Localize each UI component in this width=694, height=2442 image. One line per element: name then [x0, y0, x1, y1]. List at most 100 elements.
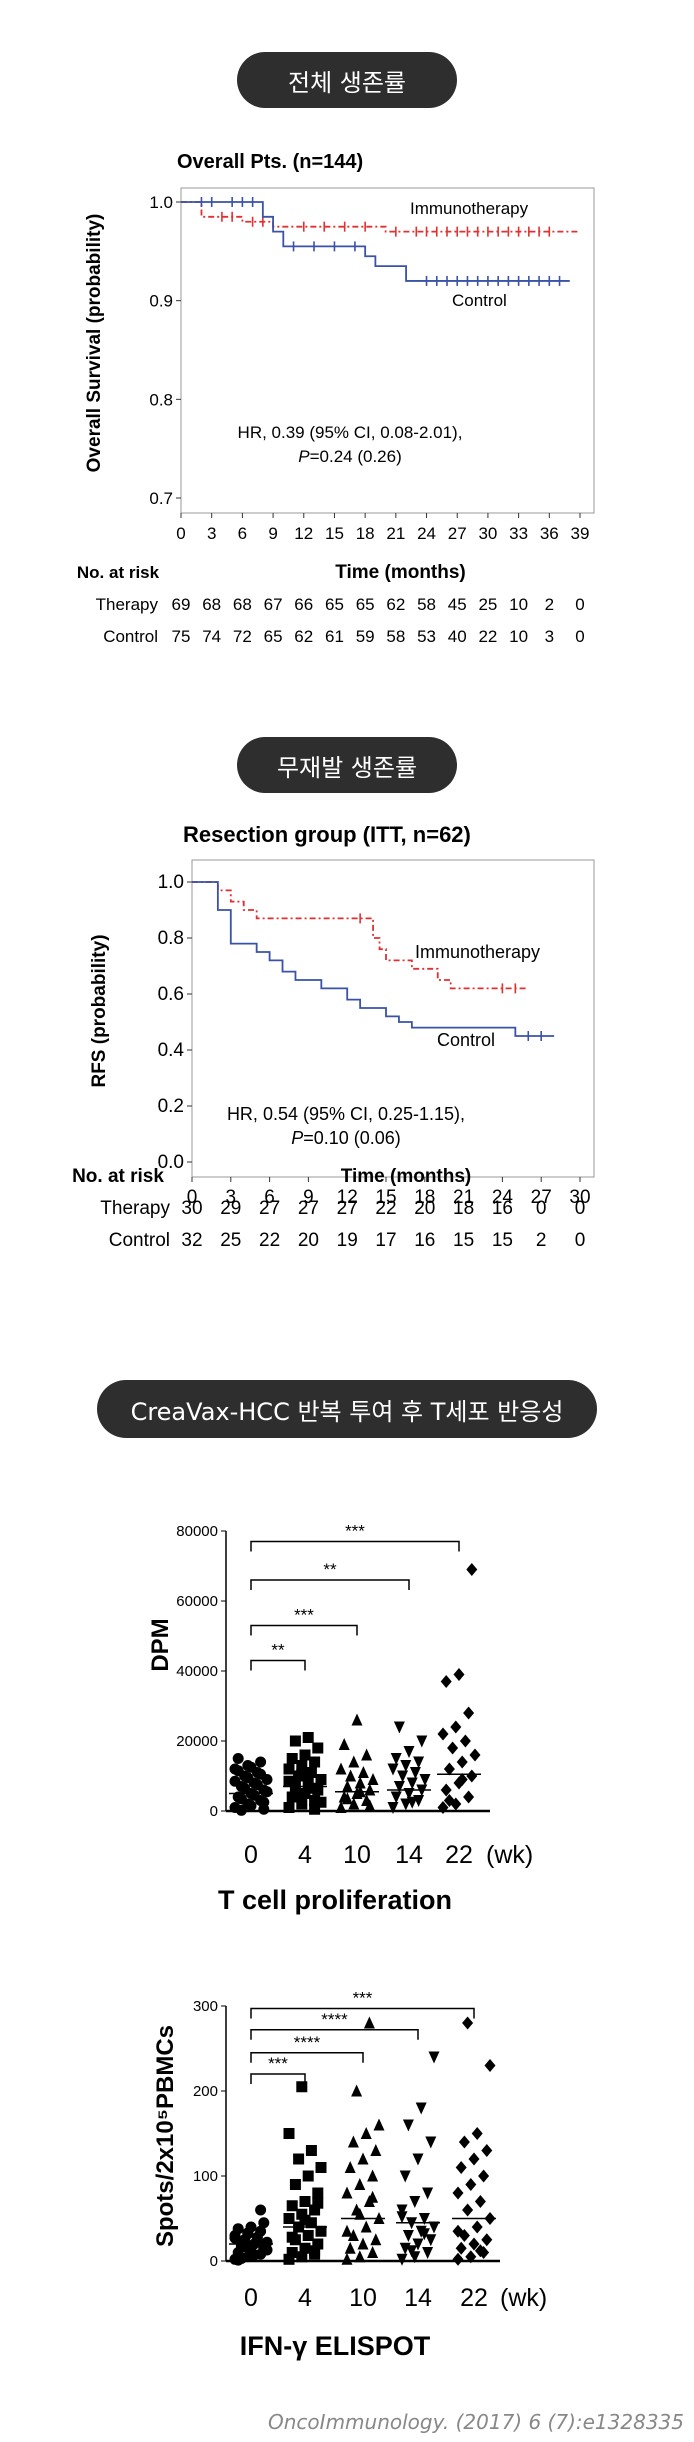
data-point: [232, 2254, 244, 2266]
data-point: [286, 2247, 298, 2258]
y-tick-label: 0.7: [149, 489, 173, 508]
data-point: [251, 2235, 263, 2247]
data-point: [235, 1793, 247, 1805]
at-risk-value: 0: [575, 1230, 586, 1251]
data-point: [296, 2208, 308, 2220]
data-point: [367, 2190, 379, 2203]
data-point: [347, 2229, 359, 2241]
category-label: 22: [460, 2284, 488, 2312]
y-tick-label: 20000: [176, 1733, 218, 1750]
significance-label: ***: [268, 2054, 288, 2073]
data-point: [305, 2145, 317, 2156]
significance-bracket: [250, 1579, 410, 1590]
data-point: [302, 2170, 314, 2182]
data-point: [229, 2232, 241, 2244]
at-risk-value: 75: [172, 627, 191, 646]
category-label: 0: [244, 2284, 258, 2312]
data-point: [248, 2249, 260, 2261]
at-risk-value: 29: [220, 1198, 241, 1219]
plot-frame: [191, 859, 595, 1178]
data-point: [354, 2178, 366, 2190]
data-point: [455, 2161, 467, 2174]
data-point: [440, 1675, 452, 1688]
data-point: [428, 2221, 440, 2234]
data-point: [312, 1742, 324, 1754]
data-point: [402, 2230, 414, 2242]
significance-bracket: [250, 2052, 364, 2063]
data-point: [302, 1732, 314, 1743]
at-risk-value: 2: [545, 595, 554, 614]
at-risk-value: 45: [448, 595, 467, 614]
data-point: [299, 2214, 311, 2226]
at-risk-row-name: Therapy: [96, 595, 159, 614]
data-point: [255, 1768, 267, 1780]
data-point: [283, 2253, 295, 2265]
data-point: [402, 2119, 414, 2132]
data-point: [367, 1773, 379, 1785]
data-point: [283, 2128, 295, 2139]
data-point: [235, 1804, 247, 1816]
data-point: [452, 2224, 464, 2238]
data-point: [351, 1713, 363, 1726]
x-tick-label: 15: [375, 1187, 396, 1208]
hr-annotation: HR, 0.54 (95% CI, 0.25-1.15),: [227, 1104, 465, 1124]
data-point: [478, 2169, 490, 2183]
at-risk-value: 32: [181, 1230, 202, 1251]
category-label: 10: [343, 1841, 371, 1869]
data-point: [400, 1760, 412, 1772]
x-axis-label: Time (months): [341, 1166, 472, 1187]
at-risk-value: 58: [386, 627, 405, 646]
at-risk-value: 67: [264, 595, 283, 614]
data-point: [409, 2196, 421, 2208]
data-point: [251, 1779, 263, 1791]
hr-annotation: HR, 0.39 (95% CI, 0.08-2.01),: [238, 423, 463, 442]
at-risk-value: 10: [509, 627, 528, 646]
data-point: [456, 1755, 468, 1769]
chart-title: Resection group (ITT, n=62): [183, 822, 471, 847]
y-tick-label: 60000: [176, 1593, 218, 1610]
x-tick-label: 0: [187, 1187, 198, 1208]
data-point: [309, 1795, 321, 1806]
data-point: [289, 1735, 301, 1747]
data-point: [370, 2233, 382, 2246]
hr-annotation: P=0.24 (0.26): [298, 447, 402, 466]
data-point: [484, 2059, 496, 2072]
rfs-km-chart: Resection group (ITT, n=62) 0.0 0.2 0.4 0.6 0…: [72, 822, 595, 1251]
significance-label: ****: [294, 2033, 321, 2052]
section-pill-rfs: 무재발 생존률: [237, 737, 457, 793]
data-point: [315, 1774, 327, 1785]
significance-label: ****: [321, 2010, 348, 2029]
data-point: [283, 1775, 295, 1787]
at-risk-value: 0: [575, 1198, 586, 1219]
hr-annotation: P=0.10 (0.06): [291, 1128, 401, 1148]
y-tick-label: 1.0: [158, 872, 184, 893]
chart-title: IFN-γ ELISPOT: [240, 2331, 431, 2361]
data-point: [239, 2241, 251, 2253]
data-point: [361, 1748, 373, 1761]
at-risk-value: 27: [259, 1198, 280, 1219]
data-point: [335, 1801, 347, 1813]
data-point: [396, 2253, 408, 2266]
y-tick-label: 0: [210, 2253, 218, 2270]
at-risk-value: 59: [356, 627, 375, 646]
tcell-proliferation-scatter: 0 20000 40000 60000 80000 DPM 0 4 10 14 22 (wk) T ce…: [147, 1522, 533, 1916]
significance-label: ***: [345, 1522, 365, 1541]
data-point: [255, 1756, 267, 1768]
significance-label: **: [323, 1560, 337, 1579]
data-point: [296, 2251, 308, 2263]
data-point: [299, 2242, 311, 2254]
data-point: [344, 2161, 356, 2173]
y-tick-label: 0.6: [158, 984, 184, 1005]
data-point: [456, 1773, 468, 1786]
data-point: [463, 1790, 475, 1804]
data-point: [296, 2081, 308, 2093]
x-tick-label: 21: [453, 1187, 474, 1208]
data-point: [335, 1762, 347, 1775]
at-risk-value: 17: [375, 1230, 396, 1251]
data-point: [418, 2213, 430, 2225]
at-risk-value: 0: [575, 627, 584, 646]
data-point: [409, 1767, 421, 1779]
data-point: [357, 2152, 369, 2165]
data-point: [463, 1706, 475, 1720]
x-tick-label: 3: [207, 524, 216, 543]
